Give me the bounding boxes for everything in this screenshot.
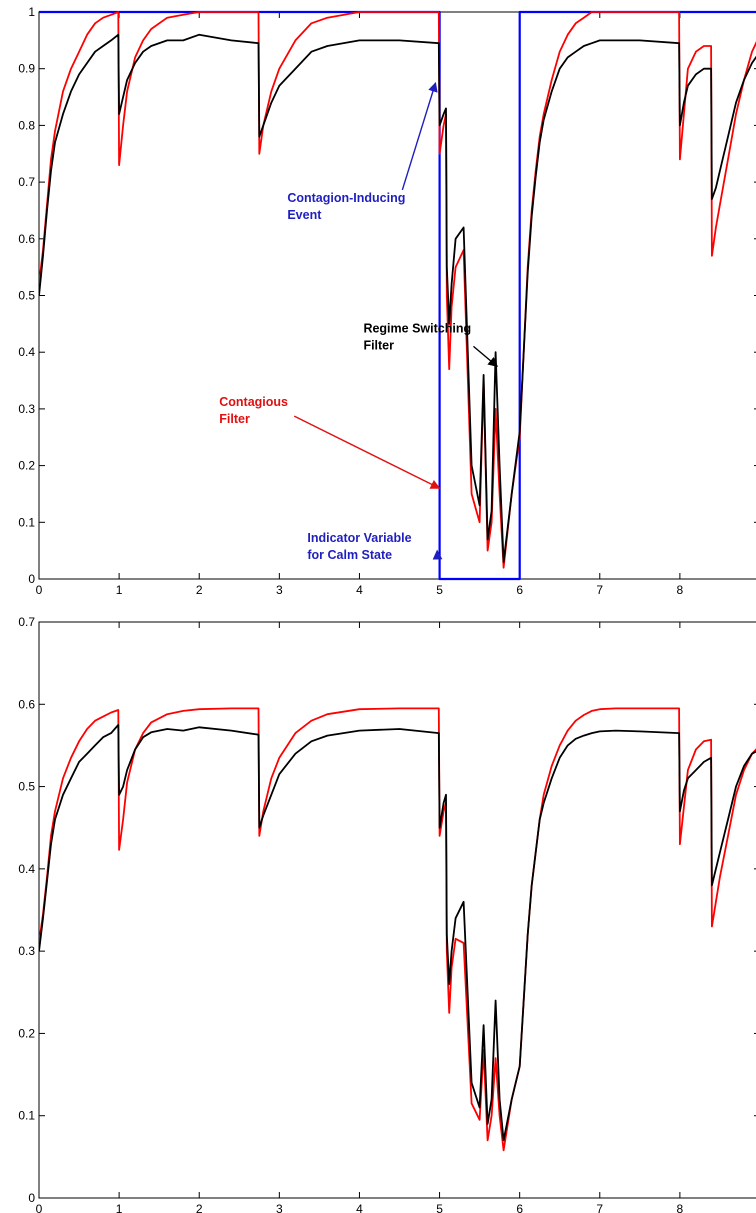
top-annotation-0: Contagion-Inducing Event [287,81,438,222]
top-x-tick-label: 8 [677,583,684,597]
top-series-line-2 [39,33,756,563]
bottom-y-tick-label: 0.1 [18,1109,35,1123]
top-x-tick-label: 2 [196,583,203,597]
top-y-tick-label: 0.1 [18,515,35,529]
annotation-label: Contagious [219,395,288,409]
bottom-y-tick-label: 0.7 [18,615,35,629]
top-x-tick-label: 7 [596,583,603,597]
annotation-arrow [472,345,498,368]
bottom-y-tick-label: 0.3 [18,944,35,958]
bottom-x-tick-label: 5 [436,1202,443,1213]
bottom-x-tick-label: 7 [596,1202,603,1213]
annotation-label: for Calm State [307,548,392,562]
bottom-plot: 012345678900.10.20.30.40.50.60.7 [18,615,756,1213]
top-series-line-0 [39,10,756,581]
annotation-arrow [293,415,441,489]
bottom-y-tick-label: 0.5 [18,780,35,794]
bottom-x-tick-label: 6 [516,1202,523,1213]
top-y-tick-label: 1 [28,5,35,19]
top-x-tick-label: 0 [36,583,43,597]
top-y-tick-label: 0 [28,572,35,586]
bottom-series-line-1 [39,724,756,1142]
annotation-label: Indicator Variable [307,531,411,545]
top-annotation-3: Indicator Variable for Calm State [307,531,443,562]
bottom-x-tick-label: 1 [116,1202,123,1213]
top-x-tick-label: 3 [276,583,283,597]
top-y-tick-label: 0.8 [18,118,35,132]
bottom-y-tick-label: 0.2 [18,1026,35,1040]
top-x-tick-label: 1 [116,583,123,597]
top-series-line-1 [39,11,756,569]
bottom-y-tick-label: 0.6 [18,697,35,711]
bottom-axes-frame [38,621,756,1199]
top-x-tick-label: 4 [356,583,363,597]
annotation-label: Filter [363,338,394,352]
bottom-x-tick-label: 4 [356,1202,363,1213]
top-y-tick-label: 0.6 [18,232,35,246]
annotation-label: Filter [219,412,250,426]
bottom-x-tick-label: 3 [276,1202,283,1213]
top-y-tick-label: 0.2 [18,459,35,473]
bottom-x-tick-label: 0 [36,1202,43,1213]
top-y-tick-label: 0.9 [18,62,35,76]
top-x-tick-label: 6 [516,583,523,597]
top-annotation-1: Regime Switching Filter [363,321,498,368]
top-axes-frame [38,11,756,580]
top-annotation-2: Contagious Filter [219,395,441,489]
bottom-y-tick-label: 0 [28,1191,35,1205]
bottom-y-tick-label: 0.4 [18,862,35,876]
bottom-series-line-0 [39,707,756,1152]
annotation-label: Contagion-Inducing [287,191,405,205]
annotation-label: Event [287,208,322,222]
top-x-tick-label: 5 [436,583,443,597]
annotation-label: Regime Switching [363,321,471,335]
top-plot: 012345678900.10.20.30.40.50.60.70.80.91C… [18,5,756,597]
top-y-tick-label: 0.3 [18,402,35,416]
bottom-x-tick-label: 8 [677,1202,684,1213]
top-y-tick-label: 0.4 [18,345,35,359]
annotation-arrow [401,81,438,191]
bottom-x-tick-label: 2 [196,1202,203,1213]
top-y-tick-label: 0.5 [18,289,35,303]
top-y-tick-label: 0.7 [18,175,35,189]
